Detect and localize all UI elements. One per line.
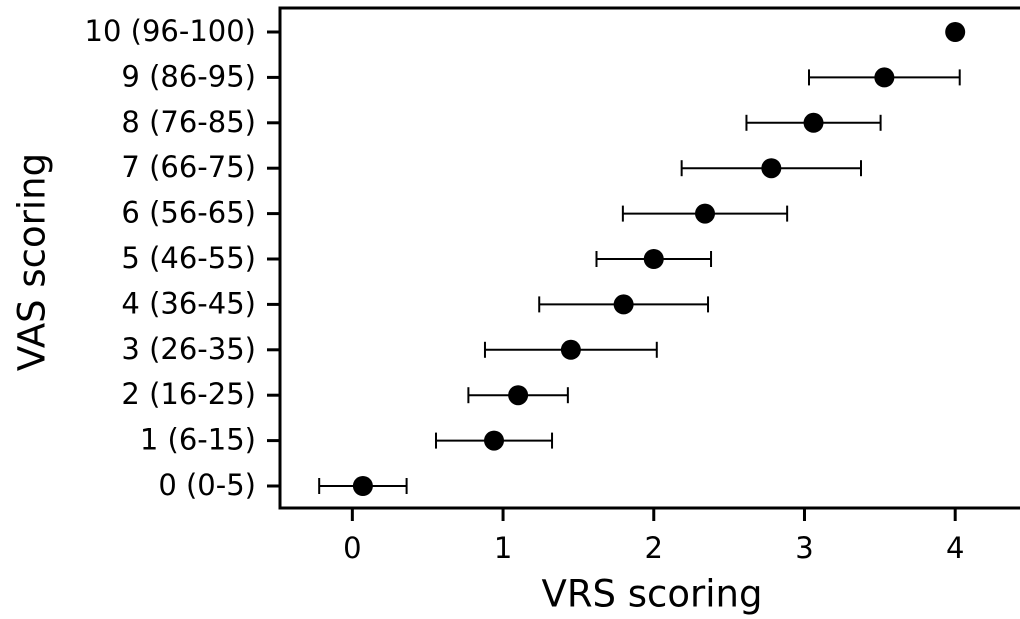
y-tick-label: 5 (46-55) — [121, 241, 256, 275]
x-tick-label: 4 — [946, 531, 964, 565]
x-axis-title: VRS scoring — [542, 573, 763, 616]
y-tick-label: 1 (6-15) — [140, 423, 256, 457]
y-tick-label: 6 (56-65) — [121, 196, 256, 230]
point — [643, 249, 664, 269]
x-tick-label: 0 — [343, 531, 361, 565]
point — [874, 67, 895, 88]
point — [761, 158, 782, 179]
y-tick-label: 0 (0-5) — [158, 468, 256, 502]
y-tick-label: 2 (16-25) — [121, 377, 256, 411]
point — [945, 22, 966, 42]
y-tick-label: 10 (96-100) — [85, 14, 256, 48]
y-tick-label: 7 (66-75) — [121, 150, 256, 184]
y-axis-title: VAS scoring — [11, 153, 54, 371]
y-tick-label: 9 (86-95) — [121, 59, 256, 93]
y-tick-label: 3 (26-35) — [121, 332, 256, 366]
x-tick-label: 2 — [645, 531, 663, 565]
point — [508, 385, 529, 406]
y-tick-label: 8 (76-85) — [121, 105, 256, 139]
y-tick-label: 4 (36-45) — [121, 286, 256, 320]
point — [803, 112, 824, 133]
point — [695, 203, 716, 224]
point — [613, 294, 634, 315]
point — [352, 476, 373, 496]
point — [560, 339, 581, 360]
x-tick-label: 1 — [494, 531, 512, 565]
point — [484, 430, 505, 451]
x-tick-label: 3 — [795, 531, 813, 565]
